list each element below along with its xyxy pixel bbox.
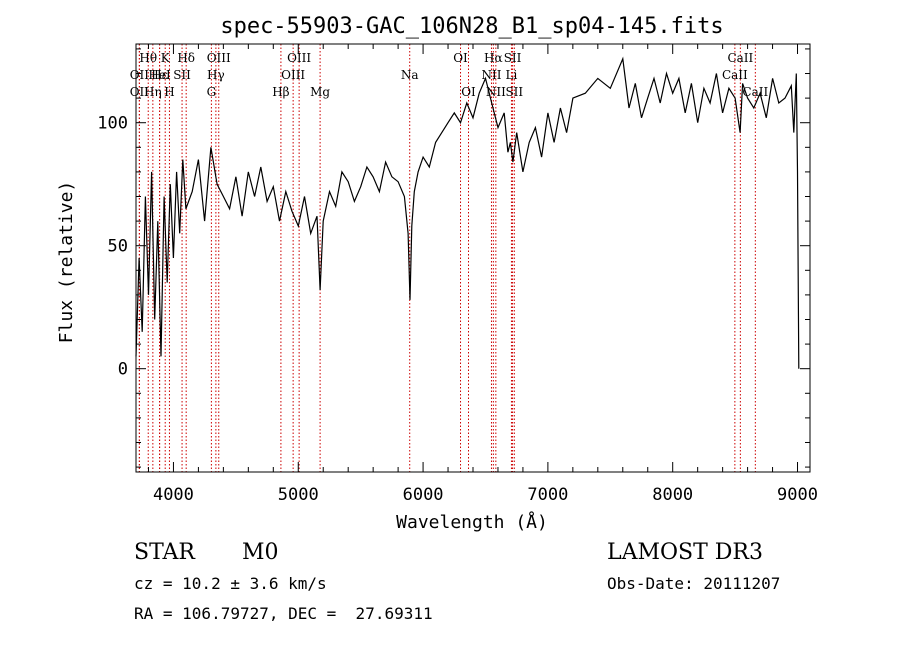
marker-label-4: Hη	[144, 85, 162, 99]
x-tick-label-0: 4000	[153, 485, 194, 505]
marker-label-2: OII	[130, 85, 150, 99]
marker-label-22: NII	[481, 68, 501, 82]
marker-label-14: OIII	[281, 68, 305, 82]
y-tick-label-2: 100	[97, 114, 128, 134]
plot-frame	[135, 43, 811, 473]
marker-label-23: Li	[506, 68, 518, 82]
marker-label-1: OII	[130, 68, 150, 82]
marker-label-13: OIII	[287, 51, 311, 65]
marker-label-15: Hβ	[272, 85, 289, 99]
marker-label-27: CaII	[722, 68, 748, 82]
x-axis: 4000 5000 6000 7000 8000 9000	[147, 44, 818, 505]
object-class: STAR	[134, 540, 195, 565]
marker-label-20: Hα	[484, 51, 503, 65]
x-tick-label-1: 5000	[278, 485, 319, 505]
marker-label-7: H	[164, 85, 174, 99]
x-tick-label-4: 8000	[652, 485, 693, 505]
marker-label-9: SII	[173, 68, 191, 82]
x-axis-label: Wavelength (Å)	[396, 511, 548, 533]
marker-label-6: HeI	[148, 68, 171, 82]
marker-label-8: Hδ	[177, 51, 195, 65]
marker-label-16: Mg	[310, 85, 330, 99]
marker-label-10: OIII	[207, 51, 231, 65]
marker-label-24: NII	[486, 85, 506, 99]
marker-label-21: SII	[504, 51, 522, 65]
y-tick-label-0: 0	[118, 360, 128, 380]
obs-date: Obs-Date: 20111207	[607, 574, 781, 593]
marker-label-18: OI	[453, 51, 468, 65]
x-tick-label-5: 9000	[777, 485, 818, 505]
spectrum-line	[135, 56, 800, 369]
marker-label-12: G	[207, 85, 217, 99]
y-axis-label: Flux (relative)	[56, 181, 77, 344]
survey-name: LAMOST DR3	[607, 540, 763, 565]
emission-line-markers	[138, 44, 756, 472]
y-tick-label-1: 50	[108, 237, 128, 257]
marker-label-5: K	[161, 51, 171, 65]
marker-label-25: SII	[505, 85, 523, 99]
marker-label-19: OI	[461, 85, 476, 99]
marker-label-11: Hγ	[207, 68, 225, 82]
y-axis: 0 50 100	[97, 48, 810, 468]
chart-title: spec-55903-GAC_106N28_B1_sp04-145.fits	[220, 14, 723, 39]
marker-label-0: Hθ	[139, 51, 157, 65]
marker-label-17: Na	[401, 68, 419, 82]
x-tick-label-2: 6000	[403, 485, 444, 505]
subclass: M0	[242, 540, 279, 565]
redshift-text: cz = 10.2 ± 3.6 km/s	[134, 574, 327, 593]
marker-label-28: CaII	[742, 85, 768, 99]
coordinates: RA = 106.79727, DEC = 27.69311	[134, 604, 433, 623]
marker-label-26: CaII	[727, 51, 753, 65]
x-tick-label-3: 7000	[527, 485, 568, 505]
marker-label-3: Hε	[151, 68, 168, 82]
